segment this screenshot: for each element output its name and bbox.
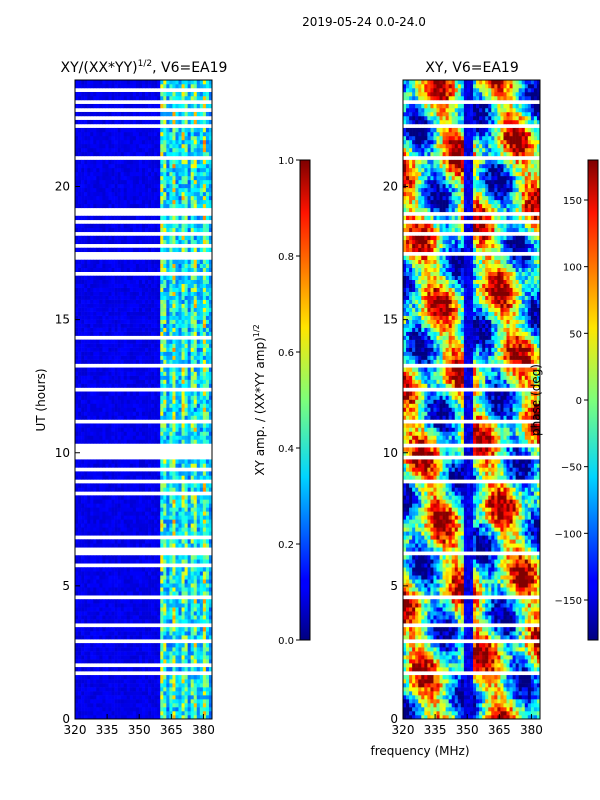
y-tick-label: 20	[55, 180, 70, 194]
y-tick-label: 20	[383, 180, 398, 194]
phase-heatmap	[403, 80, 541, 720]
amplitude-colorbar: 0.0 0.2 0.4 0.6 0.8 1.0 XY amp. / (XX*YY amp)…	[252, 156, 311, 647]
amplitude-panel: XY/(XX*YY)1/2, V6=EA19 320 335 350 365 380 0…	[34, 59, 227, 737]
colorbar-tick-label: 1.0	[278, 156, 294, 167]
y-tick-label: 5	[62, 579, 70, 593]
y-tick-label: 0	[62, 712, 70, 726]
figure-suptitle: 2019-05-24 0.0-24.0	[302, 15, 426, 29]
phase-colorbar-gradient	[587, 159, 599, 641]
x-tick-label: 380	[192, 723, 215, 737]
phase-plot-frame	[402, 79, 541, 720]
y-tick-label: 15	[383, 313, 398, 327]
phase-colorbar-label: phase (deg)	[529, 364, 543, 436]
colorbar-tick-label: 0	[576, 396, 582, 407]
y-tick-label: 10	[55, 446, 70, 460]
x-tick-label: 320	[64, 723, 87, 737]
y-tick-label: 15	[55, 313, 70, 327]
x-tick-label: 350	[128, 723, 151, 737]
amplitude-colorbar-label: XY amp. / (XX*YY amp)1/2	[252, 324, 267, 475]
colorbar-tick-label: 150	[563, 196, 582, 207]
amplitude-y-axis: 0 5 10 15 20	[55, 180, 80, 726]
phase-x-axis: 320 335 350 365 380	[392, 714, 543, 737]
amplitude-plot-frame	[74, 79, 213, 720]
y-tick-label: 0	[390, 712, 398, 726]
amplitude-ylabel: UT (hours)	[34, 368, 48, 431]
colorbar-tick-label: −150	[555, 596, 582, 607]
phase-y-axis: 0 5 10 15 20	[383, 180, 408, 726]
colorbar-tick-label: 0.4	[278, 444, 294, 455]
colorbar-tick-label: 100	[563, 263, 582, 274]
x-tick-label: 365	[160, 723, 183, 737]
y-tick-label: 10	[383, 446, 398, 460]
shared-xlabel: frequency (MHz)	[370, 744, 469, 758]
x-tick-label: 320	[392, 723, 415, 737]
colorbar-tick-label: 0.2	[278, 540, 294, 551]
x-tick-label: 335	[424, 723, 447, 737]
phase-panel: XY, V6=EA19 320 335 350 365 380 0 5 10 15 20	[383, 60, 543, 737]
phase-title: XY, V6=EA19	[425, 60, 519, 76]
colorbar-tick-label: −100	[555, 529, 582, 540]
y-tick-label: 5	[390, 579, 398, 593]
colorbar-tick-label: 0.6	[278, 348, 294, 359]
colorbar-tick-label: 50	[569, 329, 582, 340]
amplitude-colorbar-gradient	[299, 159, 311, 641]
x-tick-label: 335	[96, 723, 119, 737]
colorbar-tick-label: 0.8	[278, 252, 294, 263]
x-tick-label: 380	[520, 723, 543, 737]
phase-colorbar: 150 100 50 0 −50 −100 −150 phase (deg)	[529, 159, 599, 641]
colorbar-tick-label: −50	[561, 463, 582, 474]
x-tick-label: 365	[488, 723, 511, 737]
amplitude-heatmap	[75, 80, 213, 720]
amplitude-title: XY/(XX*YY)1/2, V6=EA19	[61, 59, 228, 76]
amplitude-x-axis: 320 335 350 365 380	[64, 714, 215, 737]
colorbar-tick-label: 0.0	[278, 636, 294, 647]
x-tick-label: 350	[456, 723, 479, 737]
